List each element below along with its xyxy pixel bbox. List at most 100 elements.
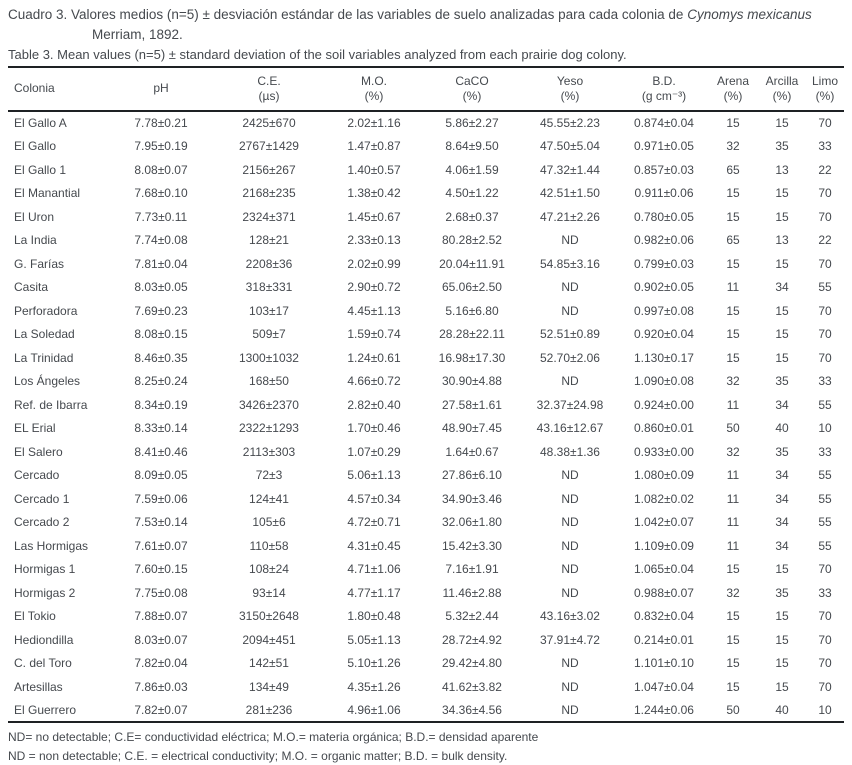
value-cell: 40	[775, 421, 789, 436]
value-cell: 11	[726, 468, 740, 483]
footnotes-block: ND= no detectable; C.E= conductividad el…	[8, 728, 844, 765]
value-cell: 0.920±0.04	[634, 327, 694, 342]
species-name: Cynomys mexicanus	[687, 7, 812, 22]
value-cell: 41.62±3.82	[442, 679, 502, 694]
column-header-limo: Limo (%)	[811, 73, 838, 103]
value-cell: 7.73±0.11	[134, 209, 188, 224]
value-cell: 52.70±2.06	[540, 350, 600, 365]
colony-name-cell: G. Farías	[14, 256, 65, 271]
value-cell: 1.065±0.04	[634, 562, 694, 577]
value-cell: 0.860±0.01	[634, 421, 694, 436]
value-cell: 93±14	[252, 585, 286, 600]
value-cell: ND	[561, 562, 579, 577]
value-cell: 7.95±0.19	[134, 139, 188, 154]
table-header-row: Colonia pH C.E. (µs) M.O. (%) CaCO (%) Yeso (%) B.…	[8, 67, 844, 111]
value-cell: 8.03±0.07	[134, 632, 188, 647]
value-cell: 1.07±0.29	[347, 444, 401, 459]
value-cell: 33	[818, 585, 832, 600]
column-header-arena: Arena (%)	[716, 73, 750, 103]
value-cell: ND	[561, 491, 579, 506]
value-cell: 15	[775, 256, 789, 271]
value-cell: 15	[726, 327, 740, 342]
value-cell: 13	[775, 162, 789, 177]
value-cell: 7.74±0.08	[134, 233, 188, 248]
value-cell: 0.924±0.00	[634, 397, 694, 412]
column-header-colonia: Colonia	[14, 81, 55, 95]
table-row: Cercado 2 7.53±0.14 105±6 4.72±0.71 32.06±1.…	[8, 511, 844, 535]
value-cell: 8.25±0.24	[134, 374, 188, 389]
value-cell: 7.78±0.21	[134, 116, 188, 131]
value-cell: 2094±451	[242, 632, 296, 647]
value-cell: 0.832±0.04	[634, 609, 694, 624]
value-cell: 2767±1429	[239, 139, 299, 154]
value-cell: 0.902±0.05	[634, 280, 694, 295]
value-cell: 8.33±0.14	[134, 421, 188, 436]
value-cell: 134±49	[249, 679, 289, 694]
value-cell: 2324±371	[242, 209, 296, 224]
value-cell: 7.61±0.07	[134, 538, 188, 553]
value-cell: 55	[818, 280, 832, 295]
value-cell: 34	[775, 491, 789, 506]
value-cell: 33	[818, 139, 832, 154]
value-cell: 0.971±0.05	[634, 139, 694, 154]
value-cell: 0.997±0.08	[634, 303, 694, 318]
value-cell: 103±17	[249, 303, 289, 318]
value-cell: 15.42±3.30	[442, 538, 502, 553]
value-cell: 1.47±0.87	[347, 139, 401, 154]
colony-name-cell: El Salero	[14, 444, 63, 459]
value-cell: 65.06±2.50	[442, 280, 502, 295]
value-cell: 0.988±0.07	[634, 585, 694, 600]
value-cell: 4.50±1.22	[445, 186, 499, 201]
value-cell: 7.82±0.07	[134, 702, 188, 717]
colony-name-cell: Hormigas 2	[14, 585, 76, 600]
value-cell: 72±3	[255, 468, 283, 483]
caption-spanish-line2: Merriam, 1892.	[92, 27, 183, 42]
value-cell: 7.53±0.14	[134, 515, 188, 530]
value-cell: 8.41±0.46	[134, 444, 188, 459]
value-cell: 34	[775, 397, 789, 412]
value-cell: 47.50±5.04	[540, 139, 600, 154]
value-cell: 7.60±0.15	[134, 562, 188, 577]
value-cell: ND	[561, 374, 579, 389]
value-cell: 2.90±0.72	[347, 280, 401, 295]
value-cell: 15	[775, 327, 789, 342]
value-cell: ND	[561, 303, 579, 318]
colony-name-cell: Cercado 1	[14, 491, 70, 506]
caption-english: Table 3. Mean values (n=5) ± standard de…	[8, 47, 627, 62]
value-cell: 1.101±0.10	[634, 656, 694, 671]
value-cell: 55	[818, 491, 832, 506]
value-cell: 70	[818, 186, 832, 201]
table-row: El Uron 7.73±0.11 2324±371 1.45±0.67 2.68±0.…	[8, 205, 844, 229]
value-cell: 32	[726, 585, 740, 600]
caption-spanish: Cuadro 3. Valores medios (n=5) ± desviac…	[8, 5, 844, 25]
value-cell: 8.09±0.05	[134, 468, 188, 483]
value-cell: 27.58±1.61	[442, 397, 502, 412]
value-cell: 55	[818, 538, 832, 553]
value-cell: 28.28±22.11	[439, 327, 505, 342]
value-cell: 5.06±1.13	[347, 468, 401, 483]
table-row: El Gallo 7.95±0.19 2767±1429 1.47±0.87 8.64±…	[8, 135, 844, 159]
value-cell: ND	[561, 468, 579, 483]
value-cell: 1.082±0.02	[634, 491, 694, 506]
table-row: El Guerrero 7.82±0.07 281±236 4.96±1.06 34.3…	[8, 699, 844, 723]
colony-name-cell: El Uron	[14, 209, 55, 224]
value-cell: 0.780±0.05	[634, 209, 694, 224]
value-cell: 32	[726, 444, 740, 459]
value-cell: ND	[561, 702, 579, 717]
value-cell: 15	[775, 116, 789, 131]
value-cell: 70	[818, 209, 832, 224]
value-cell: 5.16±6.80	[445, 303, 499, 318]
value-cell: 80.28±2.52	[442, 233, 502, 248]
value-cell: 2168±235	[242, 186, 296, 201]
soil-variables-table: Colonia pH C.E. (µs) M.O. (%) CaCO (%) Yeso (%) B.…	[8, 66, 844, 723]
value-cell: 0.214±0.01	[634, 632, 694, 647]
value-cell: 1300±1032	[239, 350, 299, 365]
value-cell: 1.38±0.42	[347, 186, 401, 201]
value-cell: 35	[775, 139, 789, 154]
value-cell: 1.109±0.09	[634, 538, 694, 553]
value-cell: 33	[818, 374, 832, 389]
colony-name-cell: Artesillas	[14, 679, 63, 694]
value-cell: 70	[818, 632, 832, 647]
value-cell: 15	[775, 303, 789, 318]
table-row: La Trinidad 8.46±0.35 1300±1032 1.24±0.61 16…	[8, 346, 844, 370]
